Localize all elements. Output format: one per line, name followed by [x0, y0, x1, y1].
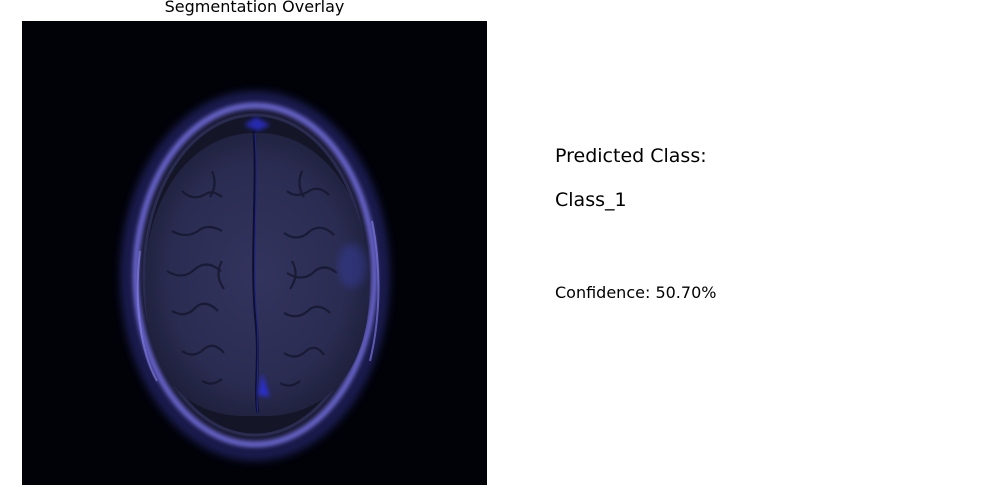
skull-outer-glow	[120, 91, 390, 461]
predicted-class-label: Predicted Class:	[555, 145, 707, 167]
brain-tissue	[145, 132, 370, 416]
predicted-class-value: Class_1	[555, 189, 627, 211]
figure-title: Segmentation Overlay	[164, 0, 345, 16]
overlay-tint-region	[338, 244, 366, 288]
posterior-falx-highlight	[258, 373, 270, 397]
sulci-texture	[166, 170, 338, 387]
confidence-text: Confidence: 50.70%	[555, 283, 717, 302]
anterior-falx-highlight	[244, 117, 270, 131]
segmentation-overlay-image	[22, 21, 487, 485]
